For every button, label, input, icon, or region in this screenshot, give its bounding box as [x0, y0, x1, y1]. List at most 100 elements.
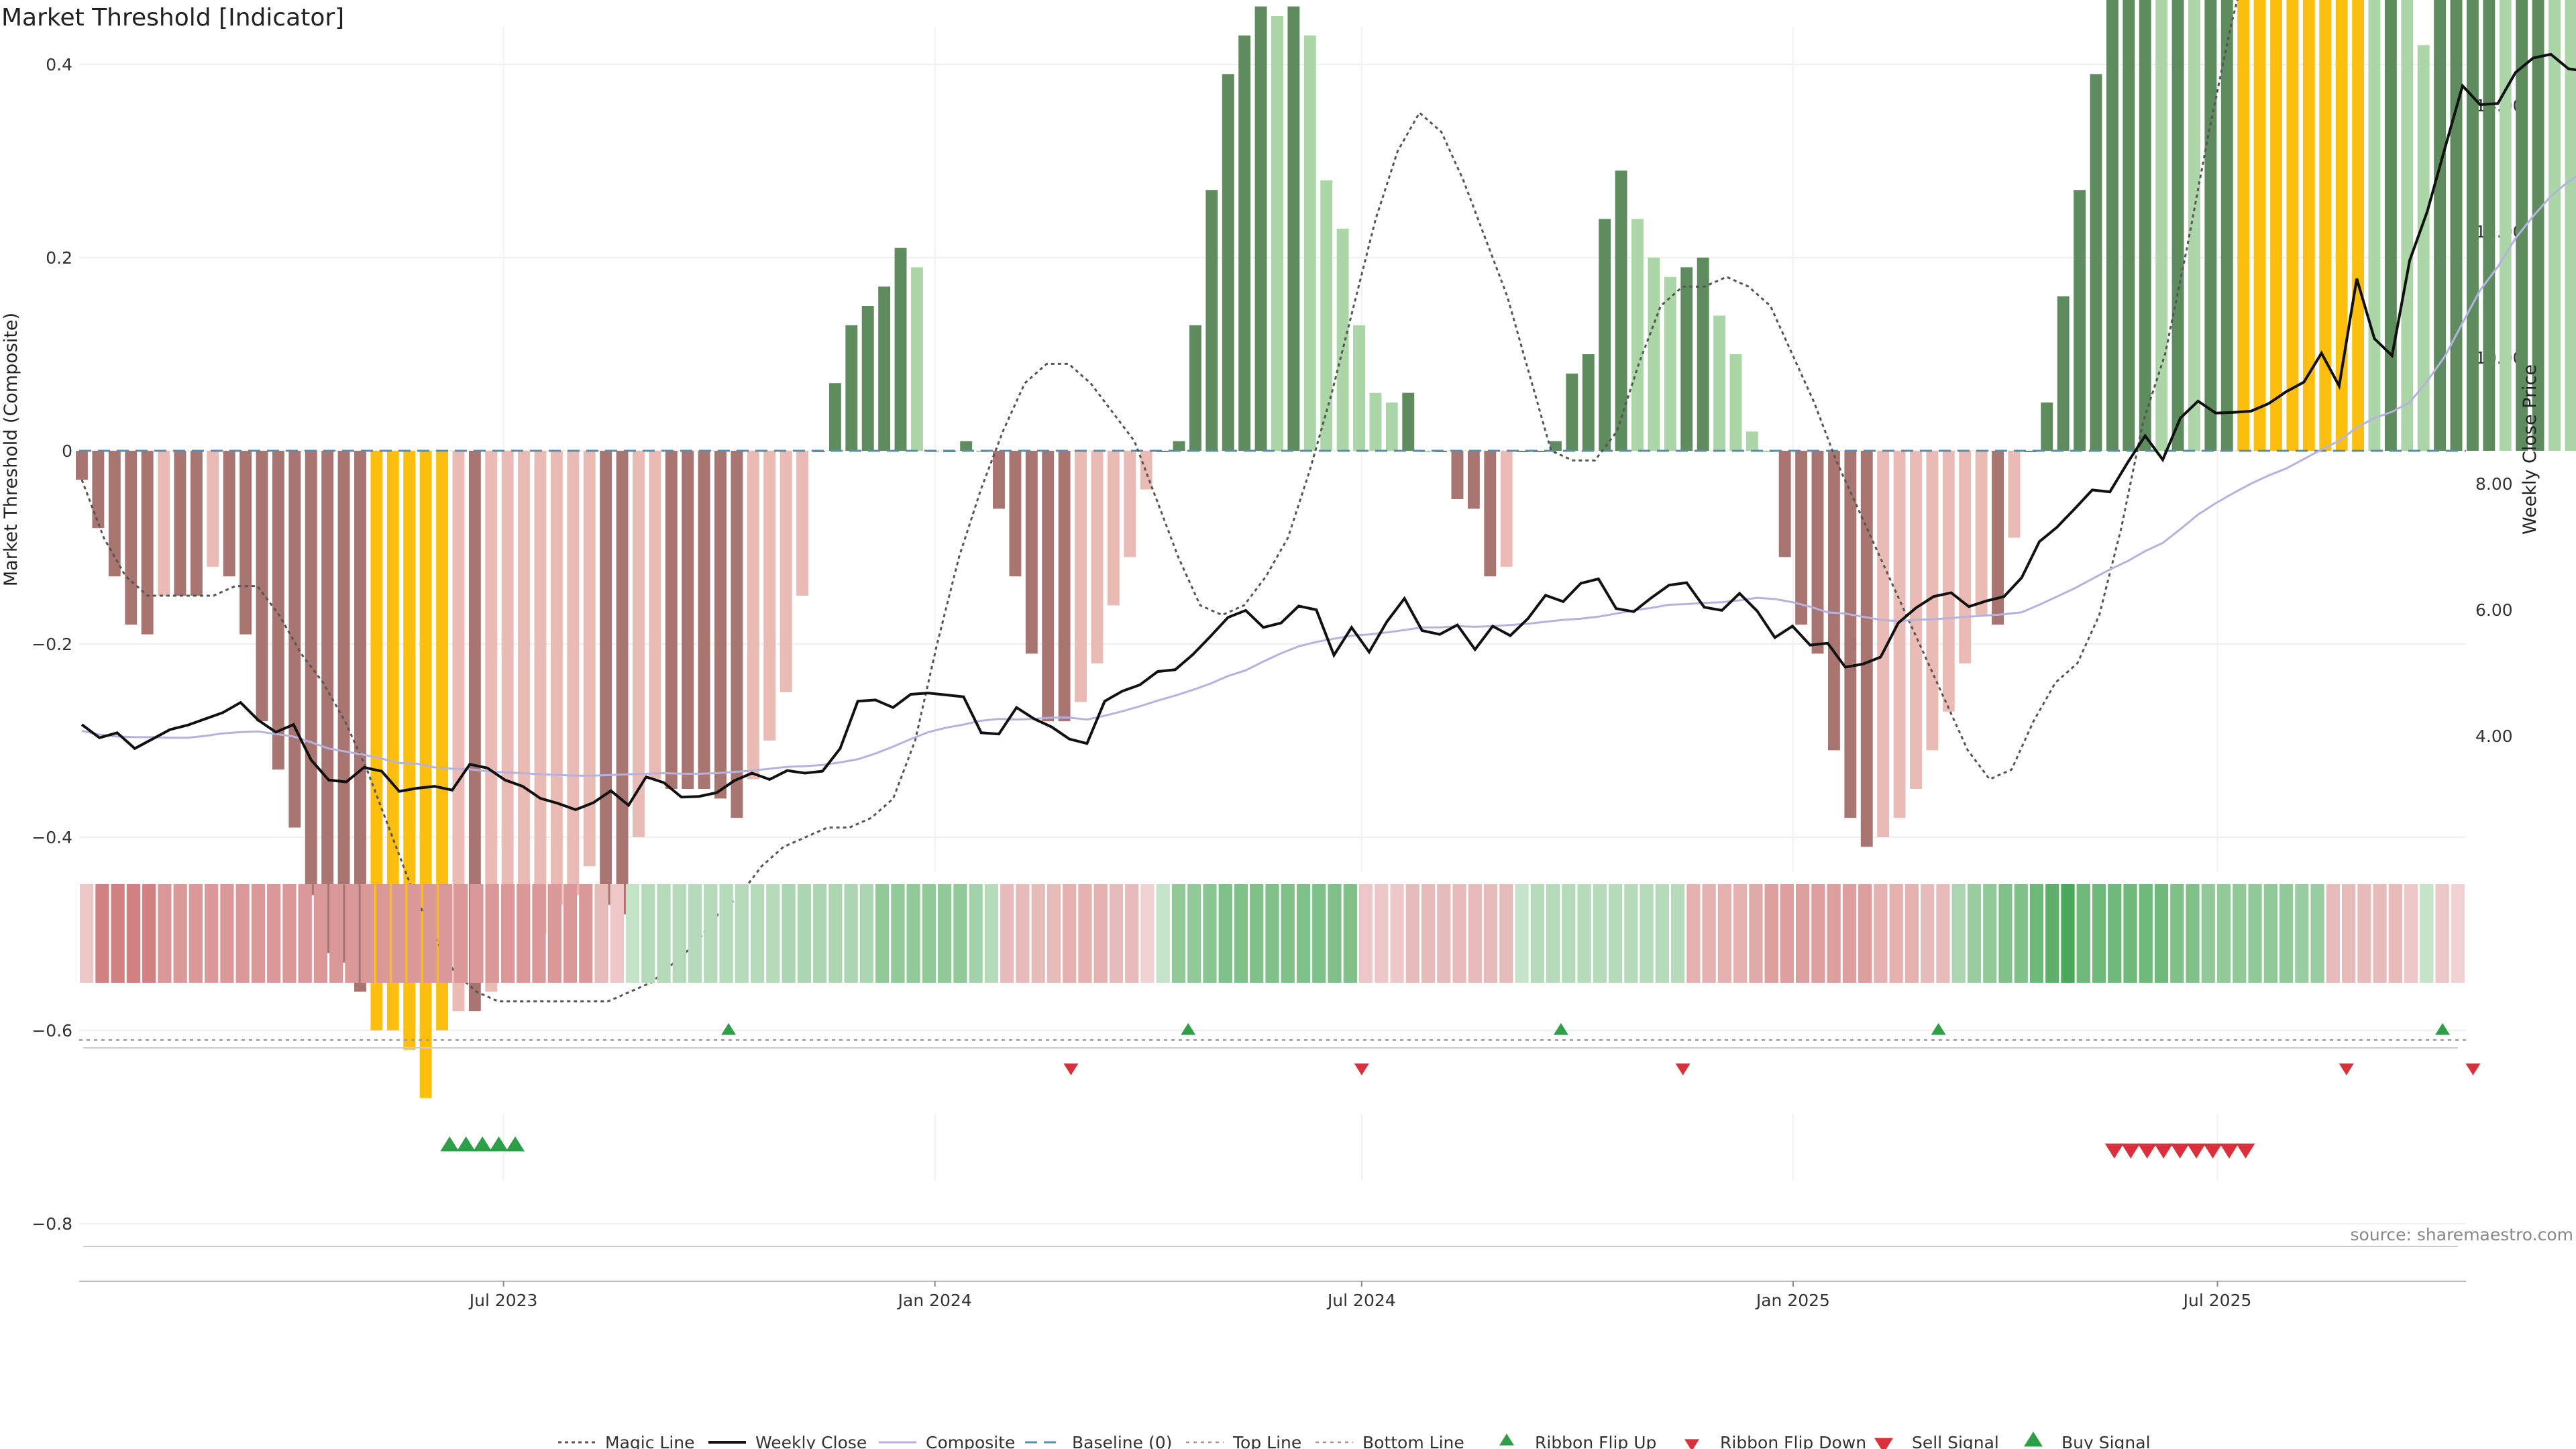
- sell-signal-marker: [2187, 1143, 2206, 1159]
- ribbon-cell: [423, 884, 437, 983]
- composite-bar: [468, 451, 481, 1012]
- y-tick-label: −0.4: [32, 828, 72, 847]
- composite-bar: [158, 451, 170, 596]
- legend-item: Bottom Line: [1316, 1433, 1464, 1449]
- composite-bar: [1303, 35, 1316, 451]
- ribbon-cell: [1796, 884, 1810, 983]
- composite-bar: [2352, 0, 2365, 451]
- ribbon-cell: [1296, 884, 1311, 983]
- composite-bar: [2090, 74, 2102, 451]
- composite-bar: [1189, 325, 1201, 451]
- ribbon-cell: [1063, 884, 1077, 983]
- ribbon-cell: [1343, 884, 1357, 983]
- composite-bar: [141, 451, 154, 635]
- ribbon-cell: [1889, 884, 1903, 983]
- composite-bar: [567, 451, 580, 896]
- composite-bar: [1959, 451, 1972, 663]
- composite-bar: [1124, 451, 1136, 557]
- composite-bar: [910, 267, 923, 451]
- composite-line-series: [81, 175, 2576, 777]
- composite-bar: [550, 451, 563, 905]
- composite-bar: [92, 451, 105, 529]
- ribbon-cell: [2435, 884, 2449, 983]
- ribbon-cell: [1328, 884, 1342, 983]
- ribbon-cell: [2216, 884, 2231, 983]
- composite-bar: [2302, 0, 2315, 451]
- composite-bar: [1811, 451, 1824, 654]
- ribbon-cell: [454, 884, 468, 983]
- buy-signal-marker: [473, 1136, 492, 1152]
- composite-bar: [1648, 258, 1660, 451]
- sell-signal-marker: [2236, 1143, 2255, 1159]
- ribbon-cell: [251, 884, 266, 983]
- legend-label: Ribbon Flip Up: [1535, 1433, 1656, 1449]
- red-triangle-down-icon: [1684, 1439, 1699, 1449]
- composite-bar: [354, 451, 366, 992]
- ribbon-cell: [688, 884, 702, 983]
- ribbon-cell: [80, 884, 94, 983]
- ribbon-cell: [922, 884, 936, 983]
- composite-bar: [1385, 402, 1398, 451]
- ribbon-flip-down-marker: [1354, 1063, 1369, 1075]
- composite-bar: [665, 451, 678, 789]
- source-credit: source: sharemaestro.com: [2351, 1225, 2574, 1244]
- composite-bar: [2139, 0, 2151, 451]
- ribbon-cell: [1733, 884, 1748, 983]
- ribbon-cell: [2326, 884, 2340, 983]
- composite-bar: [419, 451, 432, 1098]
- y-tick-label: −0.2: [32, 635, 72, 654]
- ribbon-cell: [313, 884, 328, 983]
- composite-bar: [861, 306, 874, 451]
- ribbon-cell: [1530, 884, 1544, 983]
- ribbon-cell: [1140, 884, 1155, 983]
- composite-bar: [174, 451, 186, 596]
- composite-bar: [1680, 267, 1693, 451]
- composite-bar: [2270, 0, 2282, 451]
- composite-bar: [1926, 451, 1939, 751]
- ribbon-cell: [1218, 884, 1232, 983]
- composite-bar: [305, 451, 317, 896]
- y-tick-label: 0: [62, 441, 72, 461]
- ribbon-cell: [1109, 884, 1124, 983]
- ribbon-cell: [875, 884, 890, 983]
- legend-item: Buy Signal: [2024, 1432, 2151, 1449]
- ribbon-cell: [1390, 884, 1404, 983]
- composite-bar: [828, 383, 841, 451]
- composite-bar: [190, 451, 203, 596]
- sell-signal-marker: [2154, 1143, 2174, 1159]
- red-triangle-down-icon: [1874, 1438, 1893, 1449]
- composite-bar: [2434, 0, 2447, 451]
- composite-bar: [2499, 0, 2512, 451]
- composite-bar: [1778, 451, 1791, 557]
- composite-bar: [1795, 451, 1808, 625]
- sell-signal-marker: [2203, 1143, 2222, 1159]
- legend-item: Ribbon Flip Up: [1499, 1433, 1656, 1449]
- weekly-close-line: [80, 52, 2576, 812]
- ribbon-cell: [2357, 884, 2371, 983]
- composite-bar: [1402, 392, 1415, 451]
- ribbon-cell: [267, 884, 281, 983]
- legend-item: Magic Line: [558, 1433, 695, 1449]
- ribbon-cell: [2061, 884, 2075, 983]
- ribbon-cell: [1624, 884, 1638, 983]
- composite-bar: [993, 451, 1005, 509]
- composite-bar: [534, 451, 547, 934]
- ribbon-flip-down-marker: [1063, 1063, 1079, 1075]
- ribbon-cell: [2029, 884, 2044, 983]
- ribbon-cell: [2139, 884, 2153, 983]
- ribbon-cell: [1702, 884, 1716, 983]
- composite-bar: [2565, 0, 2576, 451]
- x-tick-label: Jul 2023: [468, 1291, 538, 1310]
- ribbon-cell: [812, 884, 827, 983]
- ribbon-cell: [532, 884, 546, 983]
- composite-bar: [714, 451, 727, 799]
- ribbon-cell: [782, 884, 796, 983]
- legend-label: Bottom Line: [1362, 1433, 1464, 1449]
- ribbon-cell: [657, 884, 671, 983]
- legend-item: Composite: [879, 1433, 1015, 1449]
- composite-bar: [616, 451, 629, 915]
- magic-line: [80, 0, 2239, 1003]
- reference-lines: [79, 449, 2466, 1041]
- ribbon-cell: [1452, 884, 1466, 983]
- ribbon-cell: [2201, 884, 2215, 983]
